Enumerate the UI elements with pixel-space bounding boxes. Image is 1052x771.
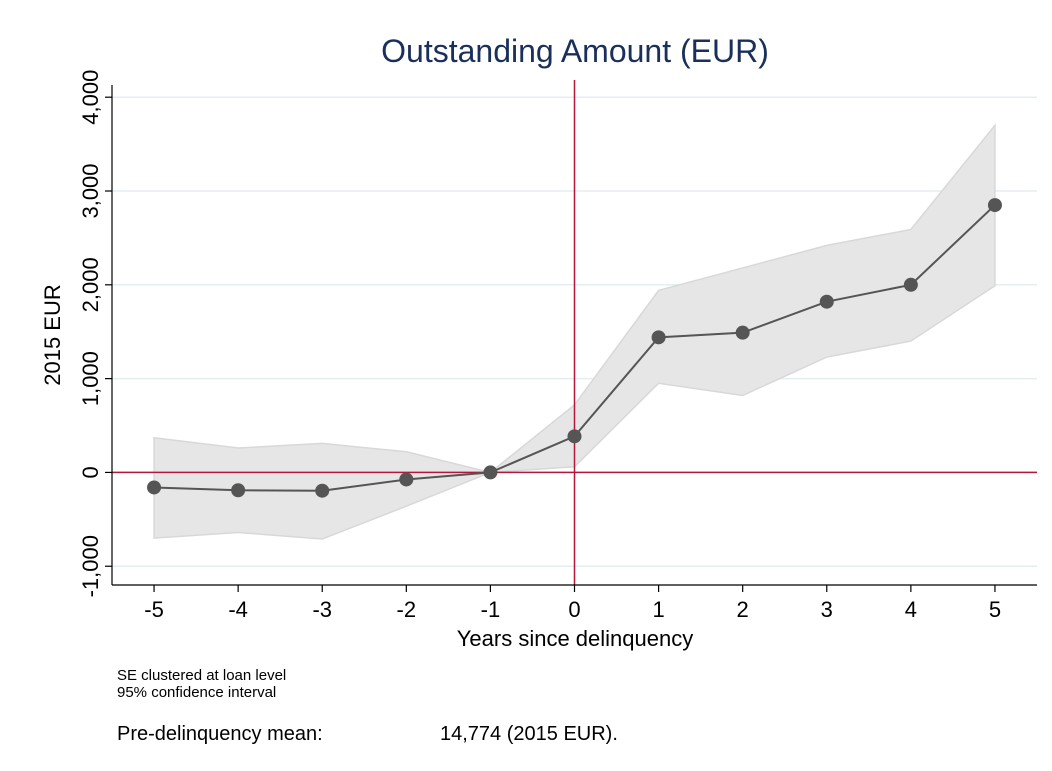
data-point xyxy=(987,198,1002,213)
x-tick-label: 3 xyxy=(821,597,833,622)
data-point xyxy=(651,330,666,345)
y-tick-label: 2,000 xyxy=(78,257,103,312)
x-tick-label: -5 xyxy=(144,597,164,622)
data-point xyxy=(735,325,750,340)
x-tick-label: 2 xyxy=(737,597,749,622)
x-tick-label: 5 xyxy=(989,597,1001,622)
mean-label: Pre-delinquency mean: xyxy=(117,723,323,745)
x-tick-label: 1 xyxy=(652,597,664,622)
note: SE clustered at loan level xyxy=(117,667,286,684)
y-tick-label: 3,000 xyxy=(78,163,103,218)
data-point xyxy=(399,472,414,487)
x-axis-title: Years since delinquency xyxy=(457,626,693,651)
mean-value: 14,774 (2015 EUR). xyxy=(440,723,618,745)
data-point xyxy=(567,429,582,444)
data-point xyxy=(231,483,246,498)
data-point xyxy=(483,465,498,480)
data-point xyxy=(147,480,162,495)
data-point xyxy=(903,277,918,292)
y-tick-label: -1,000 xyxy=(78,535,103,597)
x-tick-label: 0 xyxy=(568,597,580,622)
data-point xyxy=(315,483,330,498)
y-tick-label: 0 xyxy=(78,466,103,478)
note: 95% confidence interval xyxy=(117,684,276,701)
x-tick-label: -2 xyxy=(397,597,417,622)
y-tick-label: 4,000 xyxy=(78,70,103,125)
x-tick-label: -4 xyxy=(228,597,248,622)
chart-title: Outstanding Amount (EUR) xyxy=(381,33,769,69)
data-point xyxy=(819,294,834,309)
x-tick-label: -3 xyxy=(312,597,332,622)
y-axis-title: 2015 EUR xyxy=(40,284,65,386)
y-tick-label: 1,000 xyxy=(78,351,103,406)
x-tick-label: 4 xyxy=(905,597,917,622)
x-tick-label: -1 xyxy=(481,597,501,622)
